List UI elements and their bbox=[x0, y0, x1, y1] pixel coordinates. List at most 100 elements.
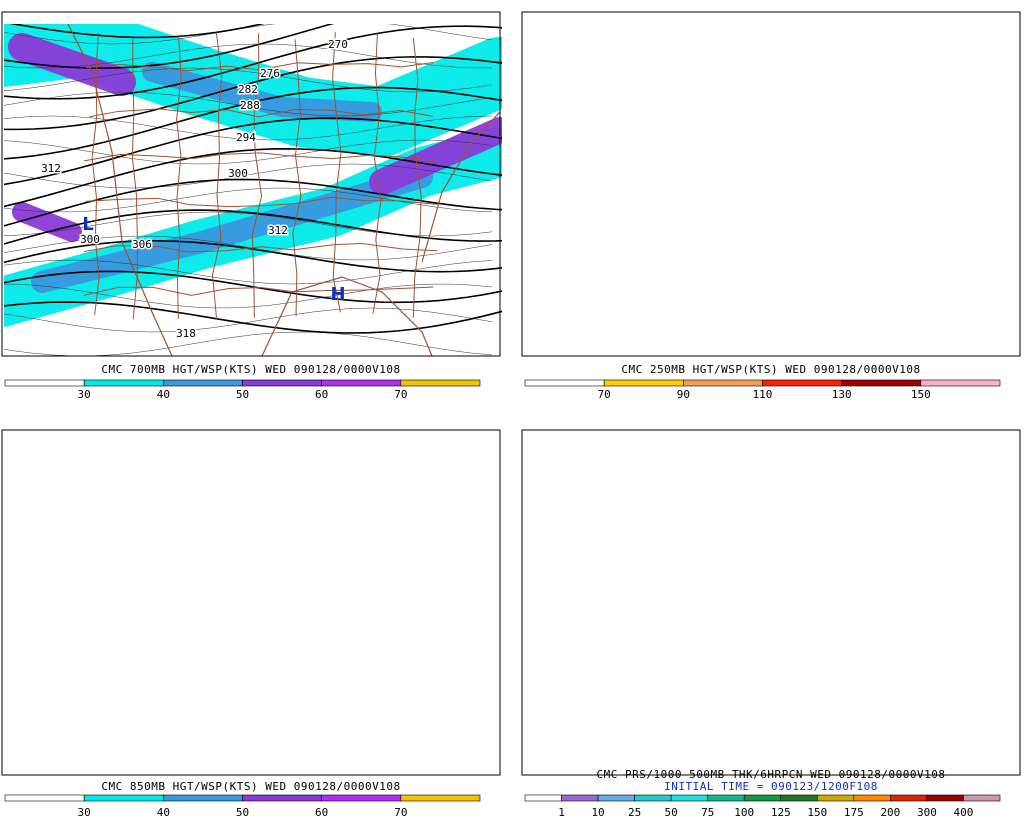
contour bbox=[0, 444, 510, 517]
contour bbox=[0, 597, 510, 647]
border bbox=[332, 32, 342, 313]
colorbar-swatch bbox=[163, 794, 243, 802]
streamline bbox=[0, 678, 492, 702]
contour-label: 147 bbox=[228, 571, 248, 584]
streamline bbox=[4, 67, 493, 93]
contour bbox=[4, 25, 502, 100]
contour bbox=[512, 659, 1024, 690]
border bbox=[813, 450, 821, 735]
contour bbox=[512, 0, 1024, 37]
border bbox=[176, 35, 182, 319]
shading bbox=[2, 575, 42, 580]
colorbar-swatch bbox=[780, 794, 818, 802]
border bbox=[653, 35, 661, 315]
contour bbox=[4, 178, 502, 227]
border bbox=[932, 455, 940, 732]
contour bbox=[4, 239, 502, 273]
pressure-center: H bbox=[794, 584, 809, 605]
coastline bbox=[62, 430, 500, 774]
map-panel: 948 972 996 1020 1044 1068 bbox=[512, 0, 1024, 356]
colorbar-label: 70 bbox=[598, 388, 611, 401]
panel-frame bbox=[1, 429, 501, 776]
border bbox=[777, 450, 782, 736]
shading bbox=[522, 107, 1020, 277]
panel-frame bbox=[521, 11, 1021, 357]
streamline bbox=[4, 235, 493, 261]
streamline bbox=[512, 308, 1012, 332]
colorbar-swatch bbox=[762, 379, 842, 387]
colorbar-label: 30 bbox=[78, 388, 91, 401]
contour bbox=[0, 414, 510, 487]
border bbox=[85, 196, 438, 208]
contour-label: 11 bbox=[821, 705, 834, 718]
streamline bbox=[0, 486, 492, 510]
contour bbox=[0, 536, 510, 604]
thickness-line bbox=[582, 680, 1016, 738]
contour bbox=[4, 24, 335, 69]
streamline bbox=[512, 92, 1012, 116]
contour bbox=[512, 302, 1024, 333]
shading bbox=[542, 132, 1020, 267]
contour bbox=[512, 57, 1024, 130]
streamline bbox=[512, 702, 1012, 726]
colorbar-swatch bbox=[400, 379, 481, 387]
colorbar-label: 125 bbox=[771, 806, 791, 819]
border bbox=[88, 615, 438, 624]
colorbar-swatch bbox=[683, 379, 763, 387]
contour bbox=[512, 149, 1024, 209]
colorbar-label: 175 bbox=[844, 806, 864, 819]
shading bbox=[882, 740, 932, 745]
colorbar-swatch bbox=[743, 794, 782, 802]
pressure-center: H bbox=[114, 564, 129, 585]
shading bbox=[272, 645, 302, 650]
shading bbox=[369, 117, 502, 195]
pressure-center: L bbox=[174, 645, 185, 666]
colorbar-label: 70 bbox=[394, 806, 407, 819]
subcaption: INITIAL TIME = 090123/1200F108 bbox=[664, 780, 878, 793]
colorbar-label: 75 bbox=[701, 806, 714, 819]
colorbar-swatch bbox=[242, 794, 322, 802]
contour bbox=[4, 117, 502, 186]
border bbox=[173, 456, 182, 734]
border bbox=[607, 525, 952, 534]
streamline bbox=[512, 44, 1012, 68]
shading bbox=[682, 640, 822, 645]
streamline bbox=[512, 630, 1012, 654]
border bbox=[612, 450, 620, 734]
streamline bbox=[0, 558, 492, 582]
panel-frame bbox=[521, 429, 1021, 776]
contour bbox=[512, 567, 1024, 627]
contour bbox=[4, 147, 502, 208]
colorbar-label: 150 bbox=[911, 388, 931, 401]
streamline bbox=[512, 20, 1012, 44]
contour-label: 312 bbox=[41, 162, 61, 175]
border bbox=[332, 458, 341, 738]
shading bbox=[852, 160, 872, 162]
border bbox=[604, 661, 957, 669]
shading bbox=[532, 700, 582, 730]
colorbar-swatch bbox=[321, 379, 402, 387]
colorbar-label: 200 bbox=[880, 806, 900, 819]
shading bbox=[952, 37, 1020, 112]
streamline bbox=[0, 534, 492, 558]
shading bbox=[522, 112, 1020, 274]
contour bbox=[4, 86, 502, 160]
contour-label: 11 bbox=[965, 626, 978, 639]
streamline bbox=[0, 606, 492, 630]
colorbar-swatch bbox=[524, 794, 562, 802]
border bbox=[251, 33, 263, 318]
border bbox=[212, 452, 218, 738]
colorbar-label: 40 bbox=[157, 806, 170, 819]
streamline bbox=[512, 678, 1012, 702]
contour-label: 12 bbox=[555, 736, 568, 749]
contour bbox=[512, 271, 1024, 302]
pressure-center: L bbox=[82, 214, 93, 235]
pressure-center: H bbox=[147, 714, 162, 735]
colorbar-swatch bbox=[603, 379, 684, 387]
colorbar-swatch bbox=[817, 794, 855, 802]
border bbox=[612, 35, 621, 314]
colorbar-swatch bbox=[400, 794, 481, 802]
pressure-center: L bbox=[710, 739, 721, 760]
